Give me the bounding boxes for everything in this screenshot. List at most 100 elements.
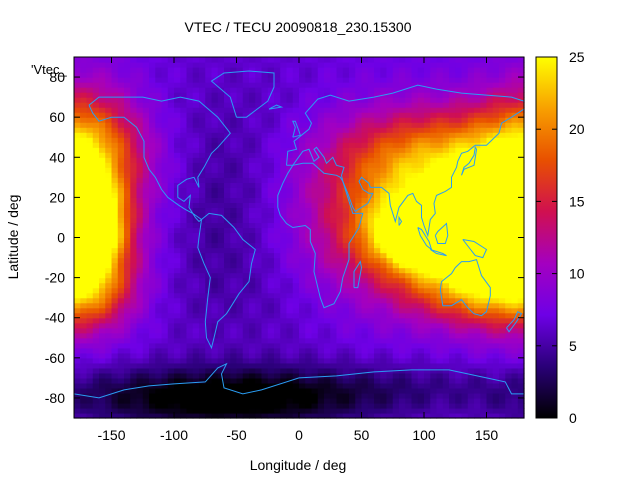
heat-cell [492, 107, 500, 113]
heat-cell [136, 312, 144, 319]
heat-cell [180, 102, 188, 108]
heat-cell [317, 212, 325, 219]
heat-cell [199, 132, 206, 138]
heat-cell [467, 392, 475, 399]
heat-cell [361, 367, 369, 374]
heat-cell [424, 247, 431, 254]
heat-cell [280, 212, 288, 219]
heat-cell [74, 357, 81, 364]
heat-cell [324, 327, 331, 334]
heat-cell [399, 407, 406, 414]
heat-cell [286, 87, 294, 93]
heat-cell [442, 257, 450, 264]
heat-cell [105, 272, 113, 279]
heat-cell [499, 132, 506, 138]
heat-cell [180, 307, 188, 314]
heat-cell [336, 167, 344, 173]
heat-cell [180, 217, 188, 224]
heat-cell [192, 322, 200, 329]
heat-cell [411, 212, 419, 219]
heat-cell [336, 342, 344, 349]
heat-cell [361, 382, 369, 389]
heat-cell [267, 262, 275, 269]
heat-cell [80, 77, 88, 83]
heat-cell [205, 337, 213, 344]
heat-cell [286, 112, 294, 118]
heat-cell [111, 72, 119, 78]
heat-cell [186, 102, 194, 108]
heat-cell [280, 317, 288, 324]
heat-cell [136, 227, 144, 234]
heat-cell [461, 397, 469, 404]
heat-cell [411, 287, 419, 294]
heat-cell [242, 312, 250, 319]
heat-cell [424, 382, 431, 389]
heat-cell [349, 92, 356, 98]
heat-cell [155, 147, 163, 153]
heat-cell [480, 222, 488, 229]
heat-cell [92, 212, 100, 219]
heat-cell [311, 392, 319, 399]
heat-cell [305, 347, 313, 354]
heat-cell [186, 117, 194, 123]
heat-cell [142, 197, 150, 203]
heat-cell [74, 392, 81, 399]
heat-cell [374, 337, 381, 344]
heat-cell [142, 287, 150, 294]
heat-cell [130, 327, 138, 334]
heat-cell [349, 72, 356, 78]
heat-cell [142, 217, 150, 224]
heat-cell [242, 197, 250, 203]
heat-cell [380, 267, 388, 274]
heat-cell [136, 342, 144, 349]
heat-cell [349, 192, 356, 198]
heat-cell [161, 252, 169, 259]
heat-cell [155, 157, 163, 163]
heat-cell [217, 102, 225, 108]
heat-cell [74, 157, 81, 163]
heat-cell [199, 282, 206, 289]
heat-cell [99, 237, 106, 244]
heat-cell [374, 132, 381, 138]
heat-cell [117, 127, 125, 133]
heat-cell [155, 317, 163, 324]
heat-cell [499, 122, 506, 128]
heat-cell [399, 252, 406, 259]
heat-cell [111, 172, 119, 178]
heat-cell [92, 192, 100, 198]
heat-cell [236, 267, 244, 274]
heat-cell [492, 297, 500, 304]
heat-cell [336, 177, 344, 183]
heat-cell [292, 347, 300, 354]
heat-cell [192, 82, 200, 88]
heat-cell [342, 277, 350, 284]
heat-cell [374, 242, 381, 249]
heat-cell [130, 407, 138, 414]
heat-cell [80, 137, 88, 143]
heat-cell [411, 167, 419, 173]
heat-cell [286, 142, 294, 148]
heat-cell [436, 192, 444, 198]
heat-cell [442, 227, 450, 234]
heat-cell [436, 287, 444, 294]
heat-cell [130, 202, 138, 209]
heat-cell [124, 362, 131, 369]
heat-cell [355, 372, 363, 379]
heat-cell [442, 92, 450, 98]
heat-cell [99, 362, 106, 369]
heat-cell [186, 242, 194, 249]
heat-cell [467, 262, 475, 269]
heat-cell [324, 407, 331, 414]
heat-cell [236, 337, 244, 344]
heat-cell [142, 357, 150, 364]
heat-cell [361, 182, 369, 188]
heat-cell [74, 272, 81, 279]
heat-cell [499, 322, 506, 329]
heat-cell [74, 307, 81, 314]
heat-cell [255, 317, 263, 324]
heat-cell [299, 72, 306, 78]
heat-cell [361, 237, 369, 244]
heat-cell [299, 402, 306, 409]
heat-cell [274, 342, 281, 349]
heat-cell [461, 72, 469, 78]
